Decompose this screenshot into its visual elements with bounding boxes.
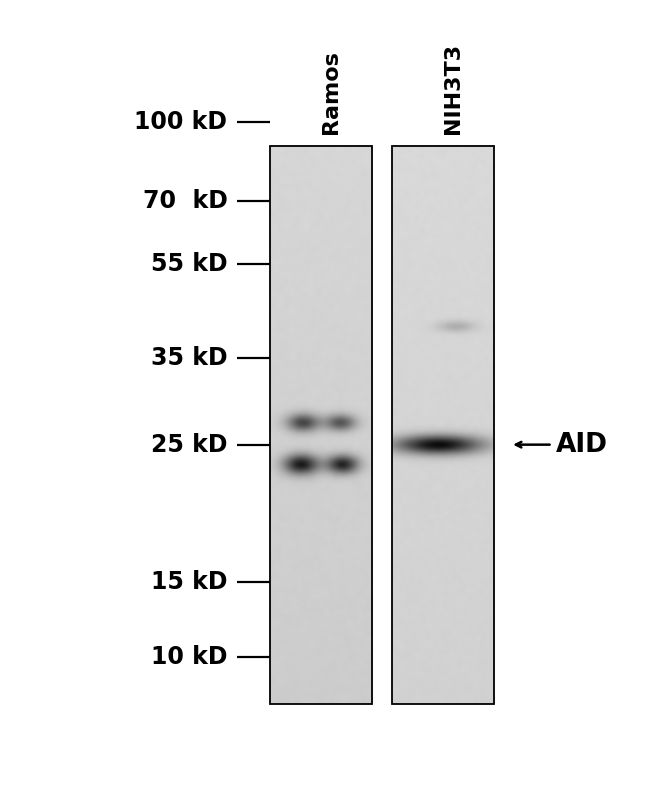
- Text: 55 kD: 55 kD: [151, 252, 228, 275]
- Text: Ramos: Ramos: [321, 50, 341, 134]
- Text: 10 kD: 10 kD: [151, 645, 228, 669]
- Bar: [391, 146, 494, 704]
- Text: 35 kD: 35 kD: [151, 346, 228, 370]
- Text: 100 kD: 100 kD: [135, 110, 227, 134]
- Text: 70  kD: 70 kD: [142, 189, 228, 212]
- Text: AID: AID: [556, 431, 608, 458]
- Text: 25 kD: 25 kD: [151, 433, 228, 456]
- Text: 15 kD: 15 kD: [151, 571, 228, 594]
- Text: NIH3T3: NIH3T3: [443, 42, 463, 134]
- Bar: [270, 146, 372, 704]
